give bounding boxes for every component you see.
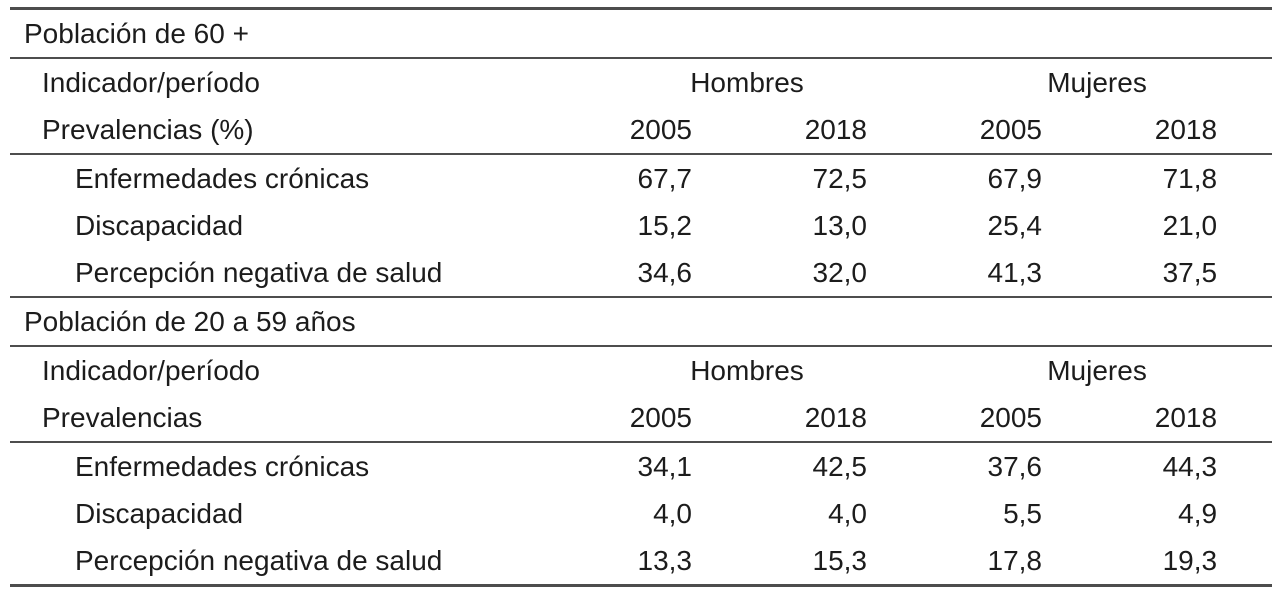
prevalence-value: 25,4 (987, 209, 1043, 241)
prevalence-value: 32,0 (747, 249, 922, 298)
prevalence-value: 34,1 (637, 450, 693, 482)
indicator-label: Discapacidad (75, 209, 244, 241)
prevalence-value: 67,9 (987, 162, 1043, 194)
section-title-row: Población de 20 a 59 años (10, 297, 1273, 347)
section-title: Población de 20 a 59 años (10, 297, 1273, 347)
prevalence-value: 13,3 (637, 544, 693, 576)
table-row: Enfermedades crónicas 34,1 42,5 37,6 44,… (10, 442, 1272, 490)
prevalence-value: 13,0 (812, 209, 868, 241)
prevalence-value: 5,5 (1003, 497, 1042, 529)
year-header: 2005 (572, 106, 747, 155)
prevalence-label: Prevalencias (10, 394, 572, 443)
prevalence-value: 15,3 (812, 544, 868, 576)
prevalence-table: Población de 60 + Indicador/período Homb… (10, 7, 1273, 587)
year-header: 2018 (747, 394, 922, 443)
prevalence-value: 34,6 (572, 249, 747, 298)
table-row: Percepción negativa de salud 34,6 32,0 4… (10, 249, 1273, 298)
year-header: 2005 (572, 394, 747, 443)
prevalence-value: 44,3 (1162, 450, 1218, 482)
indicator-label: Enfermedades crónicas (75, 450, 370, 482)
indicator-period-header: Indicador/período (42, 354, 260, 386)
prevalence-table-container: Población de 60 + Indicador/período Homb… (10, 7, 1273, 587)
prevalence-value: 67,7 (637, 162, 693, 194)
indicator-label: Percepción negativa de salud (10, 249, 572, 298)
year-header: 2018 (1097, 106, 1273, 155)
prevalence-value: 37,6 (987, 450, 1043, 482)
table-row: Enfermedades crónicas 67,7 72,5 67,9 71,… (10, 154, 1272, 202)
year-header: 2005 (922, 106, 1097, 155)
group-header-hombres: Hombres (690, 66, 804, 98)
year-header: 2018 (747, 106, 922, 155)
section-title: Población de 60 + (10, 8, 1273, 59)
prevalence-value: 4,0 (828, 497, 867, 529)
indicator-label: Enfermedades crónicas (75, 162, 370, 194)
prevalence-value: 4,9 (1178, 497, 1218, 529)
prevalence-value: 19,3 (1162, 544, 1218, 576)
group-header-row: Indicador/período Hombres Mujeres (10, 58, 1272, 106)
prevalence-value: 41,3 (922, 249, 1097, 298)
indicator-label: Percepción negativa de salud (75, 544, 443, 576)
table-row: Discapacidad 4,0 4,0 5,5 4,9 (10, 490, 1272, 537)
group-header-row: Indicador/período Hombres Mujeres (10, 346, 1272, 394)
prevalence-value: 71,8 (1162, 162, 1218, 194)
group-header-mujeres: Mujeres (1047, 354, 1147, 386)
prevalence-value: 21,0 (1162, 209, 1218, 241)
prevalence-value: 15,2 (637, 209, 693, 241)
prevalence-value: 37,5 (1097, 249, 1273, 298)
table-row: Discapacidad 15,2 13,0 25,4 21,0 (10, 202, 1272, 249)
indicator-period-header: Indicador/período (42, 66, 260, 98)
prevalence-value: 17,8 (987, 544, 1043, 576)
table-row: Percepción negativa de salud 13,3 15,3 1… (10, 537, 1272, 586)
group-header-mujeres: Mujeres (1047, 66, 1147, 98)
prevalence-value: 72,5 (812, 162, 868, 194)
year-header: 2018 (1097, 394, 1273, 443)
prevalence-label: Prevalencias (%) (10, 106, 572, 155)
indicator-label: Discapacidad (75, 497, 244, 529)
prevalence-value: 42,5 (812, 450, 868, 482)
year-header: 2005 (922, 394, 1097, 443)
group-header-hombres: Hombres (690, 354, 804, 386)
prevalence-value: 4,0 (653, 497, 692, 529)
year-header-row: Prevalencias 2005 2018 2005 2018 (10, 394, 1273, 443)
section-title-row: Población de 60 + (10, 8, 1273, 59)
year-header-row: Prevalencias (%) 2005 2018 2005 2018 (10, 106, 1273, 155)
